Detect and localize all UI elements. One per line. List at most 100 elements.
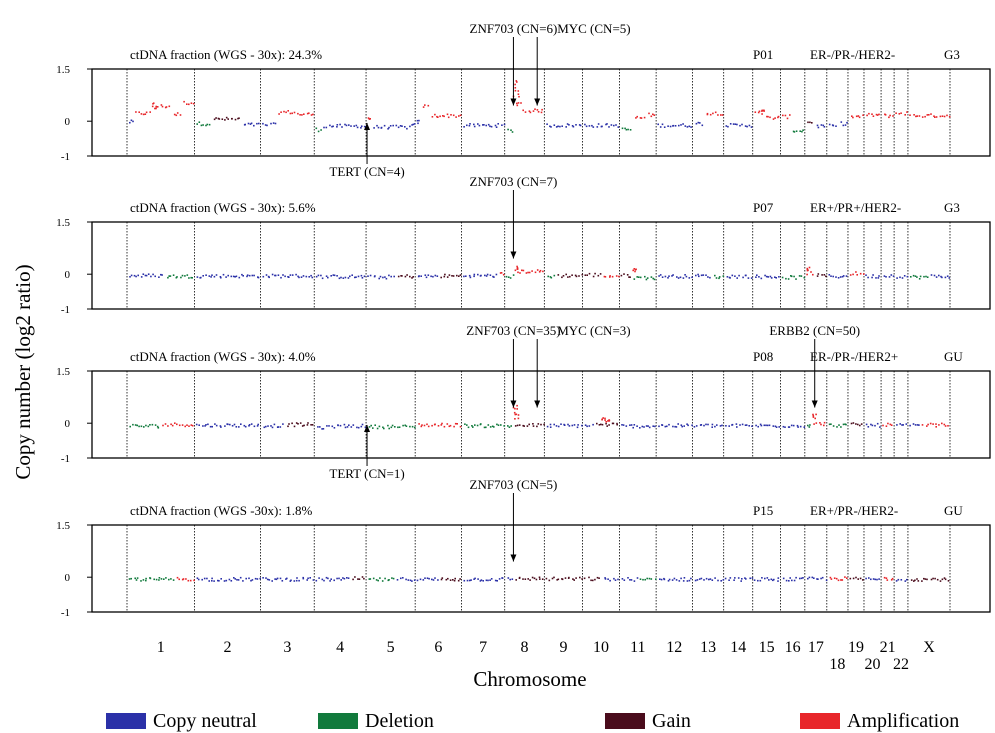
data-point [870, 423, 872, 426]
data-point [391, 577, 393, 579]
data-point [559, 125, 561, 128]
data-point [347, 277, 350, 279]
data-point [227, 423, 229, 426]
data-point [144, 113, 147, 115]
data-point [310, 274, 312, 277]
data-point [208, 275, 211, 277]
gene-annotation: ZNF703 (CN=7) [470, 174, 557, 259]
data-point [867, 276, 869, 279]
data-point [491, 425, 494, 428]
data-point [823, 421, 826, 424]
data-point [563, 424, 566, 426]
data-point [799, 130, 801, 132]
data-point [387, 424, 389, 427]
data-point [664, 275, 667, 278]
ctdna-fraction-label: ctDNA fraction (WGS -30x): 1.8% [130, 503, 312, 518]
data-point [795, 278, 797, 280]
data-point [348, 424, 350, 426]
data-point [650, 578, 653, 580]
data-point [297, 112, 299, 115]
data-point [679, 276, 682, 279]
data-point [473, 578, 475, 580]
legend-item: Deletion [318, 710, 434, 732]
data-point [145, 577, 147, 580]
data-point [277, 426, 279, 428]
data-point [557, 578, 560, 581]
data-point [918, 424, 920, 426]
data-point [352, 424, 355, 426]
data-point [449, 424, 452, 427]
segment-3 [262, 576, 315, 582]
data-point [584, 424, 587, 426]
data-point [529, 111, 532, 114]
data-point [644, 578, 646, 581]
data-point [143, 426, 145, 428]
data-point [745, 578, 747, 580]
data-point [321, 277, 324, 280]
spike-point [514, 83, 516, 86]
segment-9 [546, 423, 583, 429]
data-point [388, 126, 390, 129]
data-point [878, 578, 880, 580]
data-point [759, 423, 762, 426]
segment-10 [584, 423, 594, 428]
data-point [348, 124, 350, 126]
data-point [711, 426, 713, 428]
segment-7 [463, 273, 498, 279]
data-point [615, 275, 618, 277]
data-point [675, 426, 678, 428]
data-point [357, 578, 359, 580]
data-point [299, 114, 301, 116]
data-point [192, 102, 195, 105]
segment-1 [135, 111, 151, 116]
data-point [721, 424, 723, 427]
data-point [378, 277, 380, 280]
data-point [882, 424, 884, 427]
data-point [168, 105, 171, 108]
data-point [862, 114, 864, 116]
segment-1 [162, 422, 194, 428]
data-point [562, 275, 565, 277]
data-point [522, 578, 524, 580]
segment-18 [829, 576, 848, 582]
data-point [929, 422, 932, 425]
data-point [527, 271, 529, 274]
data-point [477, 123, 479, 125]
data-point [332, 125, 334, 128]
data-point [738, 274, 740, 277]
data-point [307, 577, 309, 580]
data-point [793, 131, 796, 133]
data-point [518, 576, 521, 579]
data-point [432, 275, 434, 278]
data-point [229, 423, 231, 426]
data-point [757, 111, 760, 114]
legend-swatch [605, 713, 645, 729]
data-point [392, 577, 395, 580]
data-point [800, 577, 803, 580]
data-point [811, 122, 813, 124]
segment-3 [287, 422, 314, 428]
data-point [736, 123, 738, 126]
spike-point [632, 269, 634, 272]
data-point [169, 275, 172, 277]
data-point [498, 578, 501, 580]
data-point [441, 422, 443, 425]
chromosome-label-15: 15 [759, 639, 775, 656]
data-point [742, 276, 744, 279]
data-point [522, 424, 524, 427]
data-point [935, 423, 937, 425]
data-point [507, 577, 510, 579]
data-point [149, 424, 151, 426]
data-point [310, 114, 313, 116]
data-point [508, 426, 511, 428]
data-point [287, 110, 289, 112]
data-point [521, 269, 523, 272]
data-point [364, 426, 367, 429]
data-point [870, 578, 872, 581]
data-point [532, 425, 535, 427]
data-point [355, 276, 357, 278]
data-point [280, 111, 282, 113]
data-point [507, 128, 509, 131]
segment-18 [828, 123, 837, 127]
data-point [769, 116, 771, 119]
